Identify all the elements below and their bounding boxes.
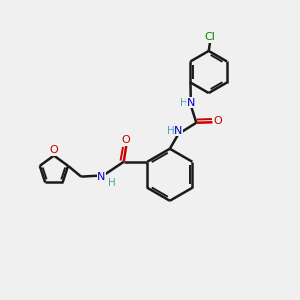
Text: O: O — [50, 145, 58, 155]
Text: Cl: Cl — [205, 32, 216, 42]
Text: H: H — [107, 178, 115, 188]
Text: N: N — [174, 126, 183, 136]
Text: H: H — [167, 126, 175, 136]
Text: H: H — [180, 98, 188, 108]
Text: N: N — [97, 172, 106, 182]
Text: O: O — [214, 116, 222, 126]
Text: N: N — [187, 98, 195, 108]
Text: O: O — [122, 135, 130, 145]
